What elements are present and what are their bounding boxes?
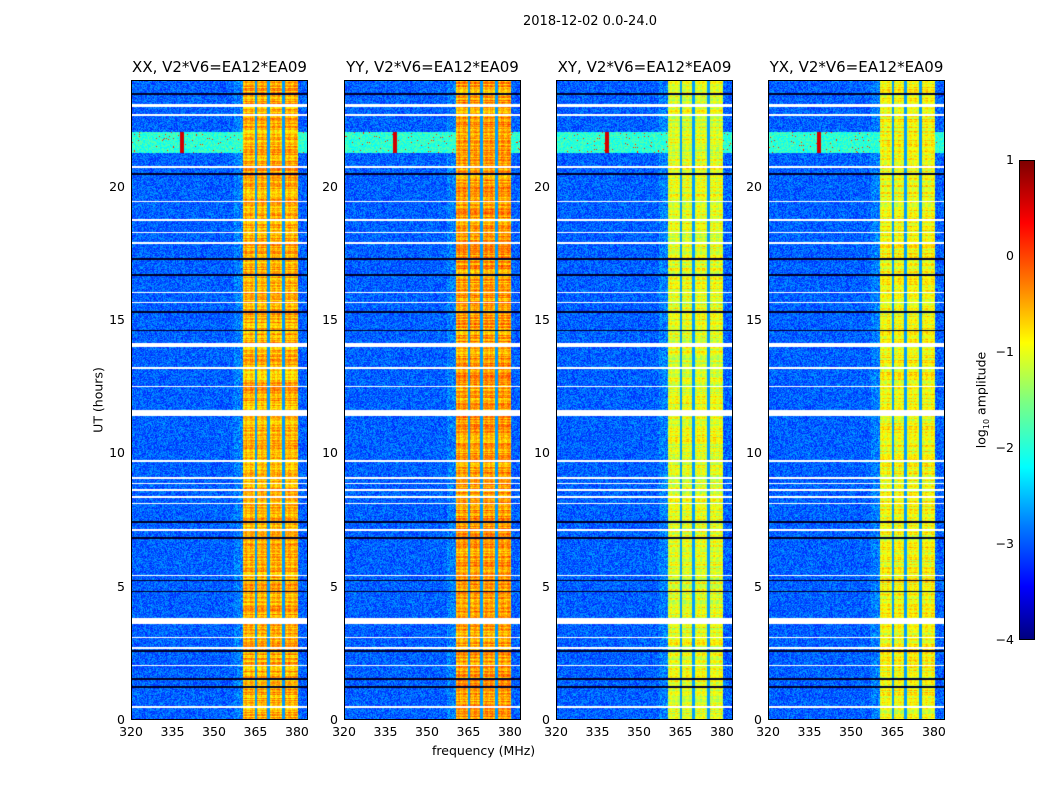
x-tick-label: 350 — [415, 724, 439, 739]
x-tick-label: 350 — [627, 724, 651, 739]
x-tick-label: 335 — [373, 724, 398, 739]
panel-title: YY, V2*V6=EA12*EA09 — [346, 58, 519, 76]
x-tick-label: 380 — [922, 724, 946, 739]
y-tick-label: 20 — [746, 178, 762, 194]
x-tick-label: 320 — [756, 724, 780, 739]
x-tick-label: 350 — [202, 724, 226, 739]
x-tick-label: 365 — [456, 724, 481, 739]
panel-title: YX, V2*V6=EA12*EA09 — [769, 58, 944, 76]
x-tick-label: 365 — [880, 724, 905, 739]
panel-title: XY, V2*V6=EA12*EA09 — [557, 58, 732, 76]
panel-title: XX, V2*V6=EA12*EA09 — [132, 58, 307, 76]
y-tick-label: 5 — [754, 578, 762, 594]
heatmap-image — [345, 81, 520, 719]
y-tick-label: 15 — [746, 312, 762, 327]
x-tick-label: 335 — [585, 724, 610, 739]
y-tick-label: 0 — [117, 712, 125, 727]
y-tick-label: 10 — [746, 445, 762, 461]
colorbar-tick-label: −3 — [995, 536, 1014, 551]
x-tick-label: 335 — [160, 724, 185, 739]
x-tick-label: 350 — [839, 724, 863, 739]
y-tick-label: 10 — [534, 445, 550, 461]
y-tick-label: 15 — [534, 312, 550, 327]
y-tick-label: 10 — [322, 445, 338, 461]
y-tick-label: 0 — [542, 712, 550, 727]
heatmap-image — [557, 81, 732, 719]
heatmap-panel — [768, 80, 945, 720]
x-tick-label: 320 — [332, 724, 356, 739]
colorbar-tick-label: −2 — [995, 440, 1014, 455]
heatmap-panel — [131, 80, 308, 720]
y-tick-label: 10 — [109, 445, 125, 461]
x-tick-label: 380 — [285, 724, 309, 739]
y-tick-label: 0 — [754, 712, 762, 727]
x-axis-label: frequency (MHz) — [432, 743, 536, 758]
x-tick-label: 365 — [668, 724, 693, 739]
x-tick-label: 380 — [498, 724, 522, 739]
x-tick-label: 335 — [797, 724, 822, 739]
heatmap-panel — [344, 80, 521, 720]
y-tick-label: 20 — [322, 178, 338, 194]
x-tick-label: 320 — [544, 724, 568, 739]
y-tick-label: 15 — [322, 312, 338, 327]
colorbar — [1019, 160, 1035, 640]
y-tick-label: 5 — [542, 578, 550, 594]
y-tick-label: 5 — [330, 578, 338, 594]
x-tick-label: 320 — [119, 724, 143, 739]
y-tick-label: 15 — [109, 312, 125, 327]
y-tick-label: 20 — [109, 178, 125, 194]
y-tick-label: 0 — [330, 712, 338, 727]
heatmap-image — [132, 81, 307, 719]
y-tick-label: 5 — [117, 578, 125, 594]
colorbar-tick-label: −1 — [995, 344, 1014, 359]
colorbar-tick-label: 0 — [1006, 248, 1014, 263]
y-tick-label: 20 — [534, 178, 550, 194]
heatmap-image — [769, 81, 944, 719]
colorbar-tick-label: 1 — [1006, 152, 1014, 167]
x-tick-label: 380 — [710, 724, 734, 739]
x-tick-label: 365 — [243, 724, 268, 739]
heatmap-panel — [556, 80, 733, 720]
colorbar-tick-label: −4 — [995, 632, 1014, 647]
y-axis-label: UT (hours) — [90, 367, 106, 433]
colorbar-label: log10 amplitude — [973, 351, 991, 449]
figure-title: 2018-12-02 0.0-24.0 — [523, 14, 657, 29]
